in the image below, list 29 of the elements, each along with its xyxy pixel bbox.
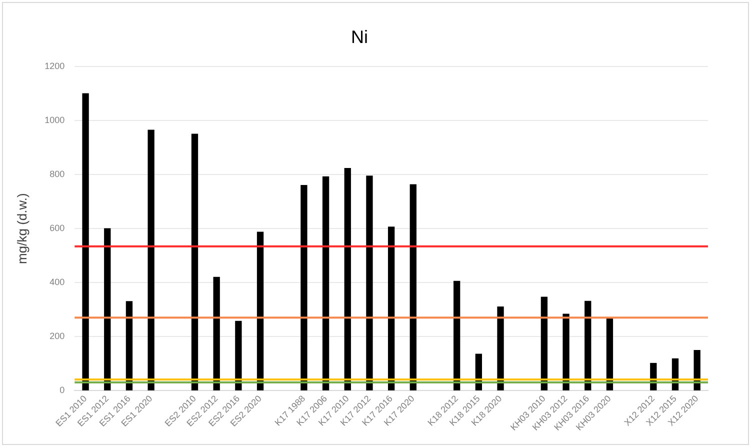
y-tick-label: 600 [50,223,65,234]
bar [213,276,220,390]
bar [388,226,395,390]
bar [606,318,614,390]
bar [256,232,264,390]
bar [300,185,308,390]
bar [562,314,570,390]
bar [148,130,154,390]
y-tick-label: 0 [60,385,65,396]
bar [584,300,592,390]
bar [410,184,416,390]
bar [82,93,89,390]
bar [540,296,548,390]
y-tick-label: 800 [50,169,65,180]
y-tick-label: 1200 [44,61,65,72]
bar [344,168,351,390]
bar [497,306,504,390]
y-tick-label: 200 [50,331,65,342]
bar [235,320,242,390]
bar [104,228,111,390]
y-axis-title: mg/kg (d.w.) [14,193,30,264]
bar [366,176,373,390]
bar [191,134,198,390]
bar [322,176,330,390]
bar [454,280,460,390]
chart-title: Ni [351,26,368,47]
y-tick-label: 400 [50,277,65,288]
y-tick-label: 1000 [44,115,65,126]
bar [126,301,133,390]
